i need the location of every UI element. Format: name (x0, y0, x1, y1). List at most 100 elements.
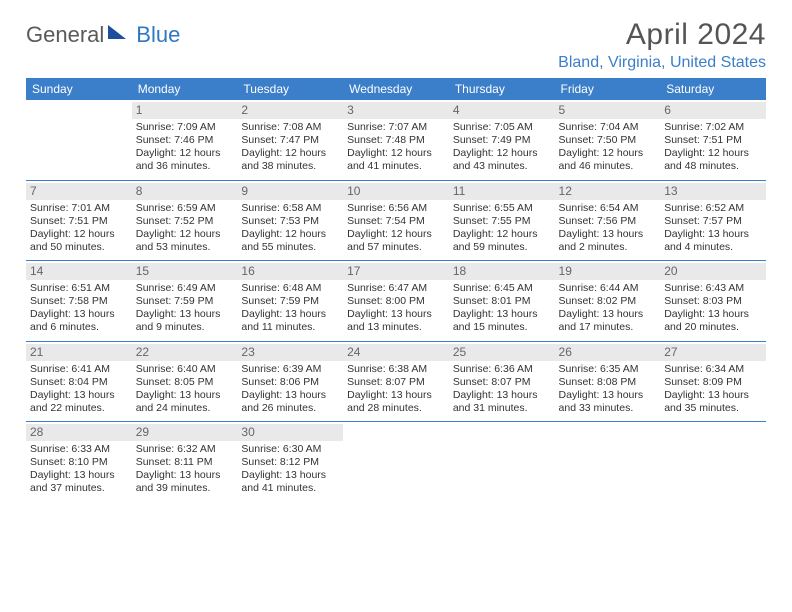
daylight-text: and 37 minutes. (30, 482, 128, 495)
calendar-cell: 13Sunrise: 6:52 AMSunset: 7:57 PMDayligh… (660, 180, 766, 261)
sunset-text: Sunset: 8:07 PM (453, 376, 551, 389)
calendar-cell: 29Sunrise: 6:32 AMSunset: 8:11 PMDayligh… (132, 422, 238, 502)
daylight-text: Daylight: 13 hours (347, 389, 445, 402)
day-number: 28 (26, 424, 132, 441)
sunset-text: Sunset: 8:04 PM (30, 376, 128, 389)
day-number: 22 (132, 344, 238, 361)
day-number: 25 (449, 344, 555, 361)
calendar-week-row: 14Sunrise: 6:51 AMSunset: 7:58 PMDayligh… (26, 261, 766, 342)
calendar-week-row: 7Sunrise: 7:01 AMSunset: 7:51 PMDaylight… (26, 180, 766, 261)
sunrise-text: Sunrise: 6:56 AM (347, 202, 445, 215)
calendar-week-row: 21Sunrise: 6:41 AMSunset: 8:04 PMDayligh… (26, 341, 766, 422)
sunset-text: Sunset: 8:02 PM (559, 295, 657, 308)
sunrise-text: Sunrise: 6:51 AM (30, 282, 128, 295)
calendar-cell: 19Sunrise: 6:44 AMSunset: 8:02 PMDayligh… (555, 261, 661, 342)
daylight-text: and 38 minutes. (241, 160, 339, 173)
daylight-text: and 13 minutes. (347, 321, 445, 334)
daylight-text: Daylight: 13 hours (30, 469, 128, 482)
sunset-text: Sunset: 8:00 PM (347, 295, 445, 308)
daylight-text: and 55 minutes. (241, 241, 339, 254)
logo-text-general: General (26, 22, 104, 48)
day-number: 30 (237, 424, 343, 441)
sunrise-text: Sunrise: 6:55 AM (453, 202, 551, 215)
flag-icon (108, 25, 126, 39)
daylight-text: and 35 minutes. (664, 402, 762, 415)
day-number: 1 (132, 102, 238, 119)
daylight-text: and 46 minutes. (559, 160, 657, 173)
daylight-text: Daylight: 12 hours (559, 147, 657, 160)
calendar-cell: 9Sunrise: 6:58 AMSunset: 7:53 PMDaylight… (237, 180, 343, 261)
sunrise-text: Sunrise: 6:38 AM (347, 363, 445, 376)
sunrise-text: Sunrise: 6:59 AM (136, 202, 234, 215)
calendar-cell: 26Sunrise: 6:35 AMSunset: 8:08 PMDayligh… (555, 341, 661, 422)
day-number: 14 (26, 263, 132, 280)
daylight-text: and 36 minutes. (136, 160, 234, 173)
day-number: 15 (132, 263, 238, 280)
calendar-cell: 14 Sunrise: 6:51 AMSunset: 7:58 PMDayligh… (26, 261, 132, 342)
calendar-week-row: 28Sunrise: 6:33 AMSunset: 8:10 PMDayligh… (26, 422, 766, 502)
day-number: 13 (660, 183, 766, 200)
calendar-table: Sunday Monday Tuesday Wednesday Thursday… (26, 78, 766, 502)
sunset-text: Sunset: 8:01 PM (453, 295, 551, 308)
calendar-cell: 3Sunrise: 7:07 AMSunset: 7:48 PMDaylight… (343, 100, 449, 180)
daylight-text: Daylight: 13 hours (559, 228, 657, 241)
day-number: 7 (26, 183, 132, 200)
calendar-cell: 27Sunrise: 6:34 AMSunset: 8:09 PMDayligh… (660, 341, 766, 422)
sunrise-text: Sunrise: 7:09 AM (136, 121, 234, 134)
daylight-text: Daylight: 13 hours (664, 228, 762, 241)
sunset-text: Sunset: 8:06 PM (241, 376, 339, 389)
day-number: 10 (343, 183, 449, 200)
daylight-text: Daylight: 12 hours (347, 228, 445, 241)
day-number: 27 (660, 344, 766, 361)
daylight-text: Daylight: 13 hours (664, 389, 762, 402)
sunset-text: Sunset: 7:59 PM (136, 295, 234, 308)
calendar-cell: 1Sunrise: 7:09 AMSunset: 7:46 PMDaylight… (132, 100, 238, 180)
daylight-text: Daylight: 12 hours (241, 147, 339, 160)
dayheader-sunday: Sunday (26, 78, 132, 100)
daylight-text: Daylight: 13 hours (559, 389, 657, 402)
sunset-text: Sunset: 7:58 PM (30, 295, 128, 308)
sunset-text: Sunset: 8:11 PM (136, 456, 234, 469)
daylight-text: Daylight: 13 hours (241, 469, 339, 482)
sunset-text: Sunset: 8:09 PM (664, 376, 762, 389)
daylight-text: and 26 minutes. (241, 402, 339, 415)
calendar-cell: 18Sunrise: 6:45 AMSunset: 8:01 PMDayligh… (449, 261, 555, 342)
calendar-cell: 4Sunrise: 7:05 AMSunset: 7:49 PMDaylight… (449, 100, 555, 180)
sunrise-text: Sunrise: 7:02 AM (664, 121, 762, 134)
dayheader-friday: Friday (555, 78, 661, 100)
day-number: 17 (343, 263, 449, 280)
day-number: 16 (237, 263, 343, 280)
day-number: 18 (449, 263, 555, 280)
sunrise-text: Sunrise: 6:39 AM (241, 363, 339, 376)
daylight-text: Daylight: 13 hours (347, 308, 445, 321)
daylight-text: and 53 minutes. (136, 241, 234, 254)
day-number: 20 (660, 263, 766, 280)
daylight-text: and 22 minutes. (30, 402, 128, 415)
calendar-cell: 10 Sunrise: 6:56 AMSunset: 7:54 PMDayligh… (343, 180, 449, 261)
daylight-text: and 41 minutes. (241, 482, 339, 495)
day-number: 2 (237, 102, 343, 119)
day-number: 19 (555, 263, 661, 280)
day-number: 29 (132, 424, 238, 441)
daylight-text: and 20 minutes. (664, 321, 762, 334)
calendar-week-row: 1Sunrise: 7:09 AMSunset: 7:46 PMDaylight… (26, 100, 766, 180)
daylight-text: and 24 minutes. (136, 402, 234, 415)
calendar-cell: 2Sunrise: 7:08 AMSunset: 7:47 PMDaylight… (237, 100, 343, 180)
daylight-text: Daylight: 13 hours (30, 308, 128, 321)
daylight-text: and 6 minutes. (30, 321, 128, 334)
calendar-cell: 30Sunrise: 6:30 AMSunset: 8:12 PMDayligh… (237, 422, 343, 502)
sunset-text: Sunset: 7:47 PM (241, 134, 339, 147)
day-number: 8 (132, 183, 238, 200)
sunset-text: Sunset: 7:53 PM (241, 215, 339, 228)
day-number: 21 (26, 344, 132, 361)
sunset-text: Sunset: 7:54 PM (347, 215, 445, 228)
sunrise-text: Sunrise: 6:49 AM (136, 282, 234, 295)
day-number: 5 (555, 102, 661, 119)
sunset-text: Sunset: 7:51 PM (30, 215, 128, 228)
location-label: Bland, Virginia, United States (558, 54, 766, 72)
calendar-cell: 15Sunrise: 6:49 AMSunset: 7:59 PMDayligh… (132, 261, 238, 342)
sunrise-text: Sunrise: 6:48 AM (241, 282, 339, 295)
sunrise-text: Sunrise: 6:47 AM (347, 282, 445, 295)
sunset-text: Sunset: 7:55 PM (453, 215, 551, 228)
daylight-text: Daylight: 12 hours (241, 228, 339, 241)
